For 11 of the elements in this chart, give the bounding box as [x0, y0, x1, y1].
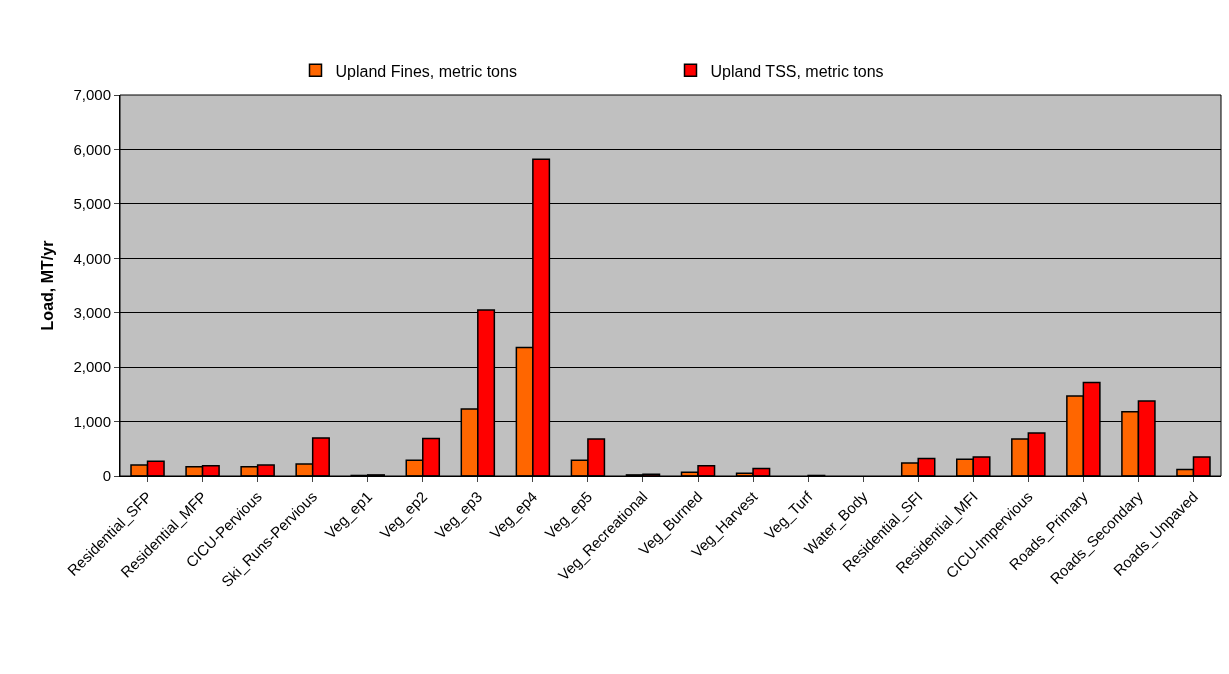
y-tick-label: 2,000 — [73, 358, 111, 376]
legend-label: Upland TSS, metric tons — [710, 62, 884, 80]
y-tick-label: 1,000 — [73, 412, 111, 430]
y-tick-label: 6,000 — [73, 140, 111, 158]
y-tick-label: 7,000 — [73, 86, 111, 104]
y-tick-label: 5,000 — [73, 195, 111, 213]
y-tick-label: 3,000 — [73, 303, 111, 321]
y-tick-label: 0 — [102, 467, 111, 485]
legend-label: Upland Fines, metric tons — [335, 62, 517, 80]
y-axis-title: Load, MT/yr — [39, 240, 57, 331]
y-tick-label: 4,000 — [73, 249, 111, 267]
